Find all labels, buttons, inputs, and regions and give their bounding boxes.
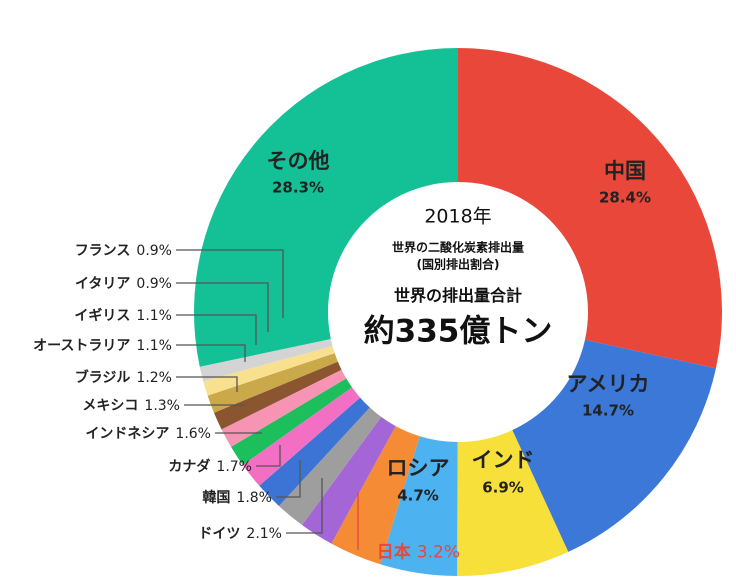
label-australia: オーストラリア 1.1%	[33, 338, 172, 354]
slice-name-china: 中国	[604, 159, 646, 183]
slice-10	[221, 369, 347, 447]
label-canada: カナダ 1.7%	[168, 459, 252, 475]
slice-0	[458, 48, 722, 369]
label-germany: ドイツ 2.1%	[198, 526, 282, 542]
slice-14	[199, 338, 333, 382]
total-value: 約335億トン	[363, 313, 553, 350]
leader-line-italy	[176, 282, 269, 332]
slice-label-china: 28.4%	[598, 188, 652, 207]
slice-name-others: その他	[266, 149, 330, 173]
slice-name-russia: ロシア	[386, 456, 450, 480]
slice-15	[193, 48, 458, 367]
slice-3	[380, 436, 458, 576]
chart-title: 2018年	[424, 205, 492, 228]
leader-line-korea	[276, 460, 301, 498]
leader-line-germany	[286, 478, 323, 534]
slice-11	[213, 361, 342, 430]
label-italy: イタリア 0.9%	[74, 276, 172, 292]
chart-subtitle: 世界の二酸化炭素排出量	[391, 240, 525, 255]
slice-name-india: インド	[471, 448, 535, 472]
leader-line-canada	[256, 445, 281, 467]
slice-7	[259, 397, 370, 507]
slice-4	[331, 426, 420, 565]
slice-1	[512, 339, 716, 552]
leader-line-brazil	[176, 376, 238, 392]
chart-subtitle2: (国別排出割合)	[416, 257, 500, 272]
label-france: フランス 0.9%	[74, 243, 172, 259]
label-uk: イギリス 1.1%	[74, 308, 172, 324]
label-japan: 日本 3.2%	[376, 542, 460, 563]
label-indonesia: インドネシア 1.6%	[85, 426, 211, 442]
slice-label-india: 6.9%	[482, 478, 524, 497]
slice-9	[231, 378, 353, 465]
leader-line-uk	[176, 314, 257, 345]
slice-name-usa: アメリカ	[566, 372, 650, 396]
slice-6	[278, 407, 382, 525]
slice-5	[302, 416, 396, 544]
slice-12	[207, 353, 338, 413]
label-mexico: メキシコ 1.3%	[82, 398, 180, 414]
total-label: 世界の排出量合計	[393, 286, 523, 305]
leader-line-france	[176, 249, 284, 318]
label-korea: 韓国 1.8%	[202, 490, 272, 506]
slice-label-others: 28.3%	[271, 178, 325, 197]
label-brazil: ブラジル 1.2%	[74, 370, 172, 386]
slice-13	[203, 346, 335, 396]
slice-2	[457, 430, 569, 577]
leader-line-australia	[176, 344, 246, 362]
slice-label-russia: 4.7%	[397, 486, 439, 505]
leader-lines	[176, 249, 359, 550]
slice-label-usa: 14.7%	[581, 401, 635, 420]
slice-8	[242, 387, 361, 486]
